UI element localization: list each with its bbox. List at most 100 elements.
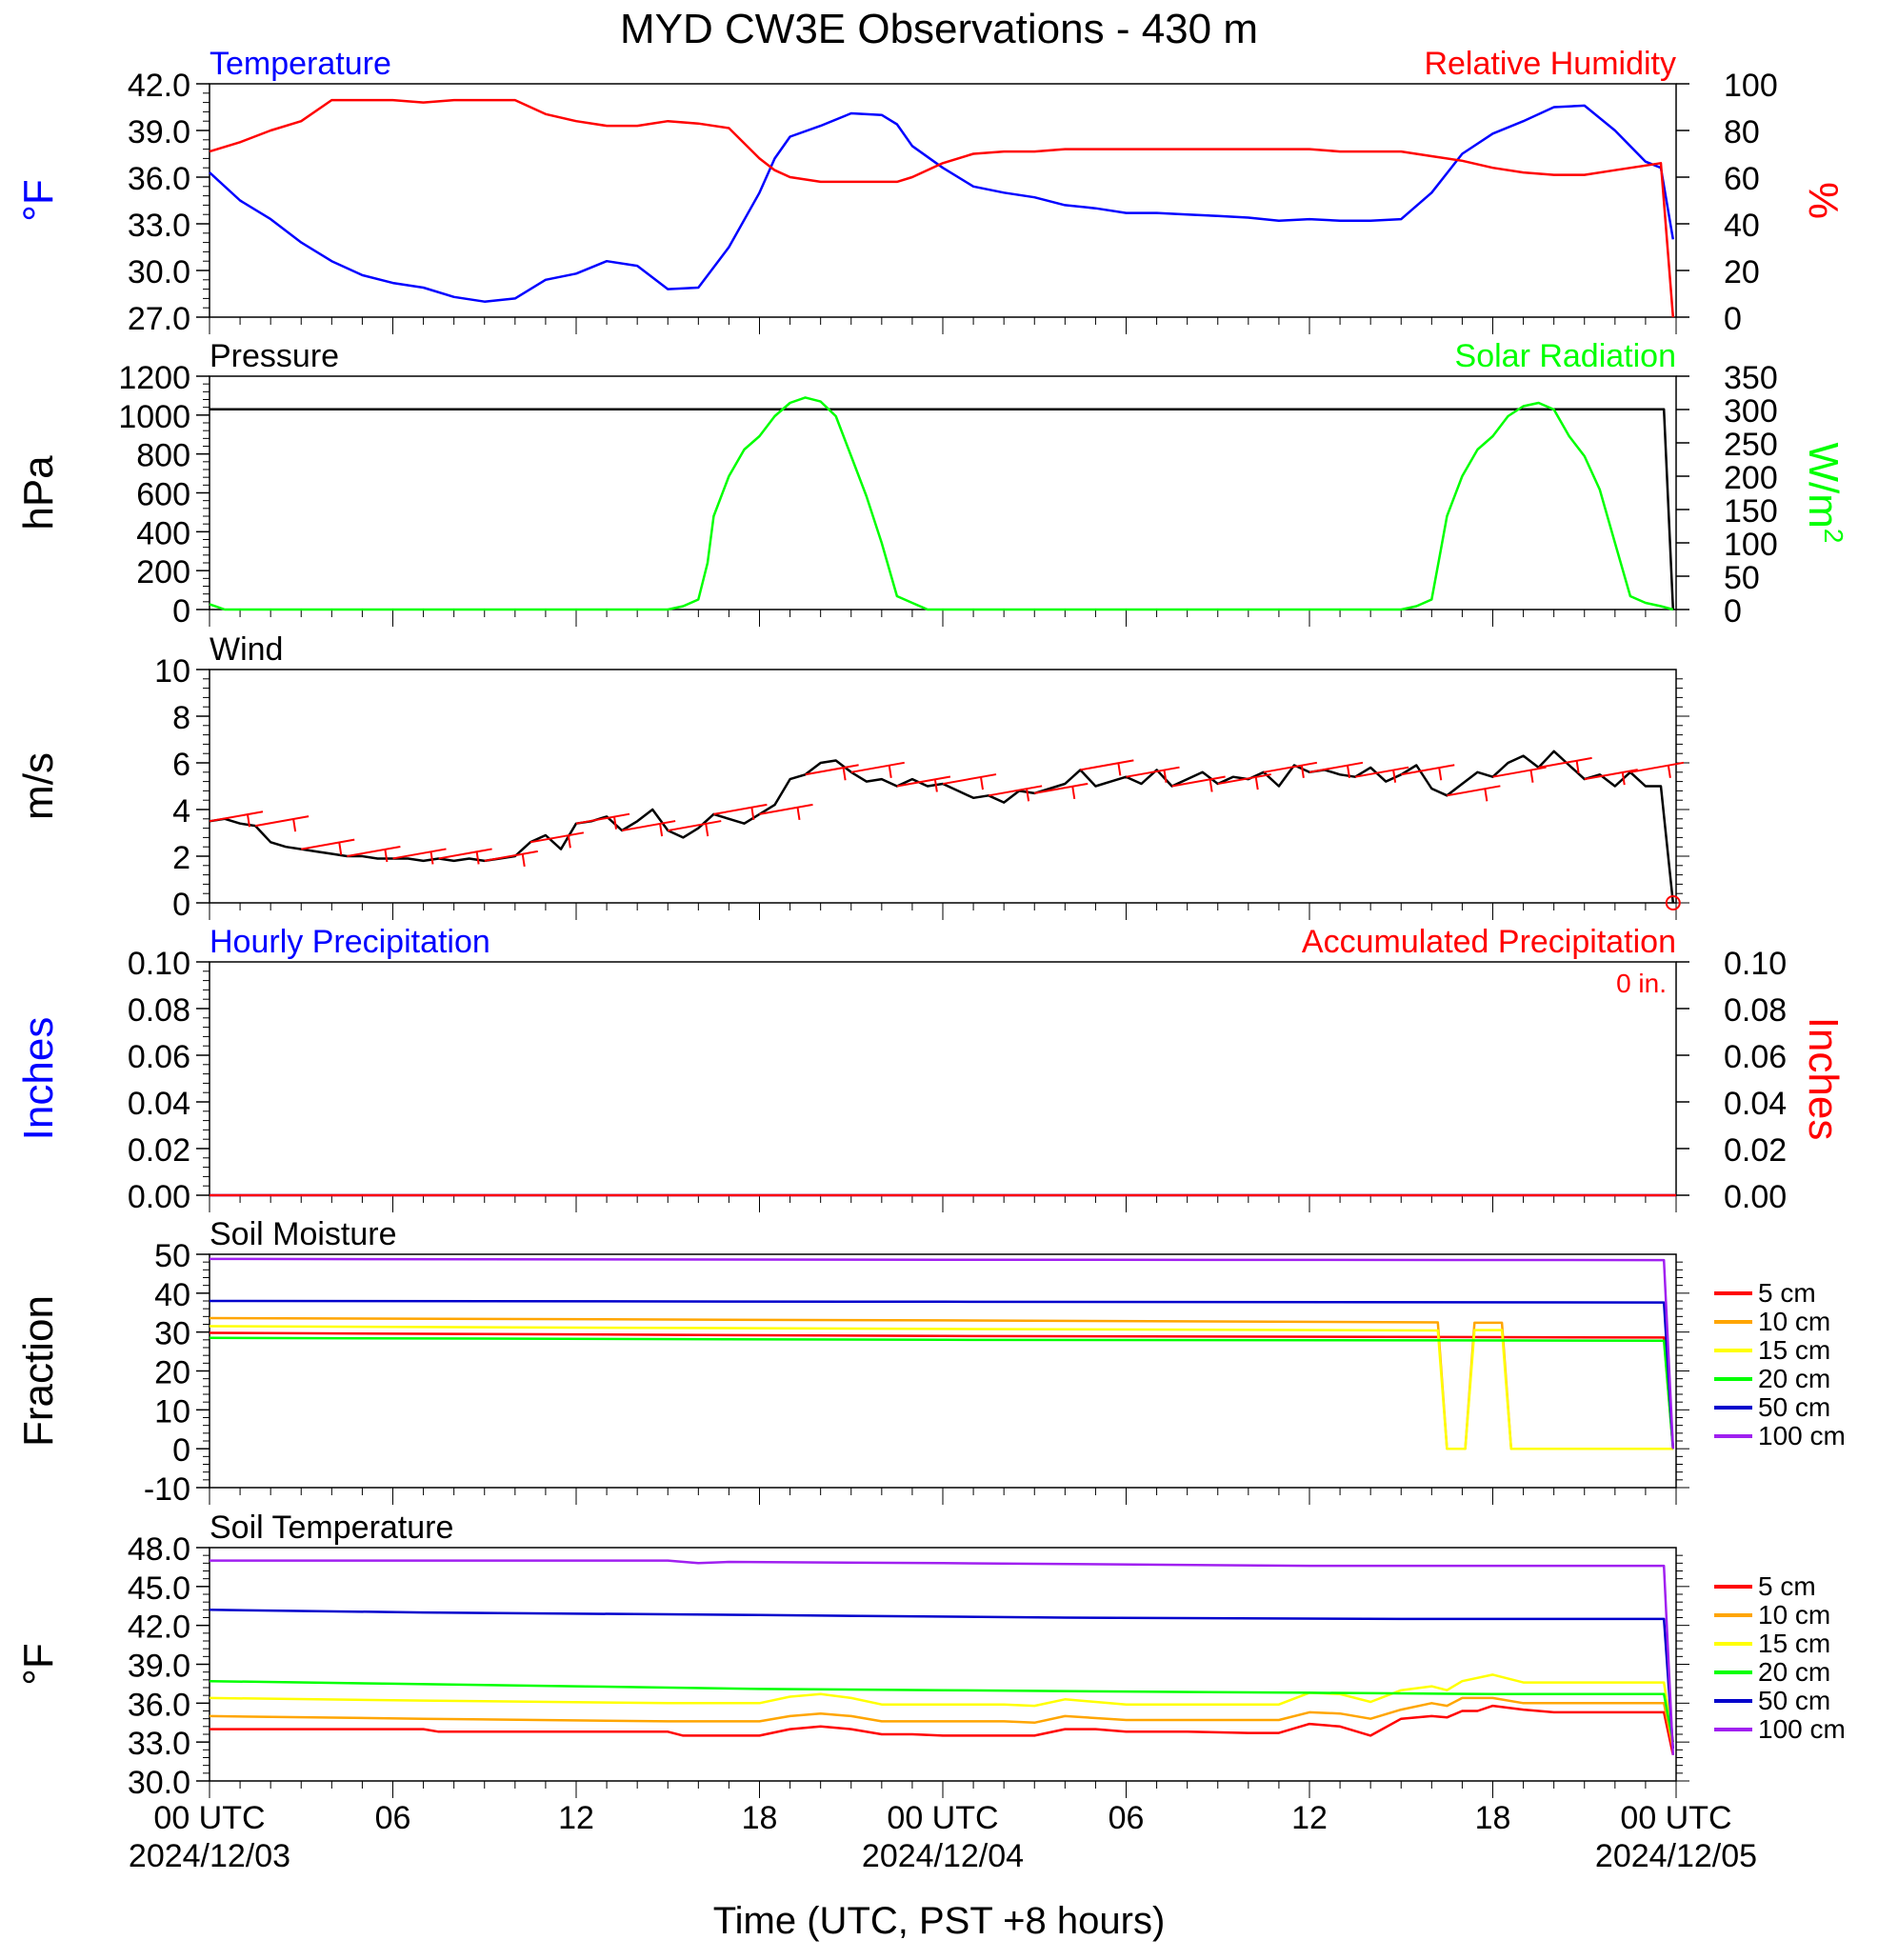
y-tick-label: -10 [144,1471,190,1508]
y-tick-label: 48.0 [128,1531,190,1568]
series-line-5-cm [209,1331,1675,1450]
wind-barb [1171,775,1226,788]
precip-total-annotation: 0 in. [1616,969,1667,998]
wind-barb-flag [292,818,297,832]
series-line-15-cm [209,1325,1673,1450]
y-axis-label: °F [15,1643,62,1685]
panel-left-title: Pressure [210,338,339,374]
wind-barb [1538,756,1592,769]
wind-barb-flag [1209,779,1213,792]
y-right-tick-label: 0.08 [1724,992,1787,1029]
wind-barb [1217,773,1271,786]
legend-label: 15 cm [1758,1335,1830,1365]
series-line-50-cm [209,1299,1675,1450]
y-right-tick-label: 50 [1724,560,1760,596]
y-right-tick-label: 0 [1724,593,1742,630]
series-line-20-cm [209,1679,1675,1743]
y-tick-label: 27.0 [128,301,190,337]
y-tick-label: 0 [172,887,190,923]
wind-barb-flag [521,853,526,868]
plot-frame [209,83,1677,318]
wind-barb [392,848,447,860]
panel-right-title: Solar Radiation [1455,338,1676,374]
y-right-tick-label: 40 [1724,208,1760,244]
wind-barb-flag [1438,768,1443,781]
wind-barb-flag [980,776,984,790]
x-tick-label: 00 UTC [153,1800,265,1836]
wind-barb [1263,761,1318,773]
wind-barb [850,761,905,773]
wind-barb [896,775,951,788]
y-tick-label: 40 [154,1277,190,1313]
y-tick-label: 0 [172,593,190,630]
wind-barb [1034,782,1089,794]
wind-barb [1584,769,1638,781]
panel-temperature-humidity: 27.0 30.0 33.0 36.0 39.0 42.0 0 20 40 60 80 100 Temp… [15,46,1847,337]
panel-precipitation: 0.00 0.02 0.04 0.06 0.08 0.10 0.00 0.02 0.04 0.06… [15,924,1847,1215]
wind-barb-flag [1163,770,1168,783]
chart-title: MYD CW3E Observations - 430 m [620,6,1258,52]
series-line-wind [209,750,1675,904]
wind-barb [209,810,264,823]
wind-barb [529,831,585,844]
panels: 27.030.033.036.039.042.0020406080100Temp… [15,46,1848,1801]
legend-label: 20 cm [1758,1364,1830,1393]
wind-barb [1401,764,1455,776]
x-tick-label: 00 UTC [1620,1800,1731,1836]
wind-barb [438,848,492,860]
wind-barb [713,803,768,815]
panel-right-title: Relative Humidity [1424,46,1676,82]
y-tick-label: 33.0 [128,1726,190,1762]
y-right-axis-label: W/m2 [1800,443,1848,544]
series-line-20-cm [209,1336,1675,1450]
wind-barb-flag [796,807,801,821]
x-tick-date: 2024/12/05 [1595,1838,1757,1874]
wind-barb-flag [567,835,571,849]
wind-barb-flag [933,779,938,792]
y-right-tick-label: 0.02 [1724,1132,1787,1169]
wind-barb-flag [1575,760,1580,774]
wind-barb-flag [842,768,847,781]
wind-barb-flag [1071,786,1076,800]
panel-left-title: Soil Temperature [210,1510,453,1546]
y-right-tick-label: 300 [1724,393,1778,430]
y-right-tick-label: 100 [1724,68,1778,104]
wind-barb-flag [1300,765,1305,778]
wind-barb-flag [888,765,892,778]
wind-barb-flag [750,807,755,821]
y-axis-label: hPa [15,455,62,530]
y-right-tick-label: 0.00 [1724,1179,1787,1215]
x-tick-date: 2024/12/04 [862,1838,1024,1874]
y-tick-label: 36.0 [128,1687,190,1723]
wind-barb-flag [475,851,480,865]
wind-barb [575,812,630,825]
wind-barb [988,785,1043,797]
wind-barb-flag [705,823,709,837]
x-tick-label: 18 [1475,1800,1511,1836]
y-tick-label: 1200 [118,360,190,396]
y-tick-label: 30.0 [128,254,190,290]
y-tick-label: 39.0 [128,114,190,150]
x-tick-label: 12 [558,1800,594,1836]
legend-label: 5 cm [1758,1278,1816,1308]
series-line-50-cm [209,1609,1675,1750]
wind-barb [1492,766,1547,778]
y-right-tick-label: 0.04 [1724,1086,1787,1122]
calm-wind-marker [1665,895,1681,910]
y-tick-label: 6 [172,747,190,783]
y-tick-label: 0.00 [128,1179,190,1215]
y-right-axis-label-main: W/m [1800,443,1847,529]
wind-barb-flag [1117,763,1122,776]
x-tick-date: 2024/12/03 [129,1838,290,1874]
panel-right-title: Accumulated Precipitation [1302,924,1676,960]
y-axis-label: m/s [15,752,62,820]
panel-pressure-solar: 0200400600800100012000501001502002503003… [15,338,1848,630]
y-right-tick-label: 0.06 [1724,1039,1787,1075]
y-right-tick-label: 100 [1724,527,1778,563]
wind-barb [484,850,538,862]
y-right-tick-label: 150 [1724,493,1778,530]
panel-left-title: Soil Moisture [210,1216,397,1252]
